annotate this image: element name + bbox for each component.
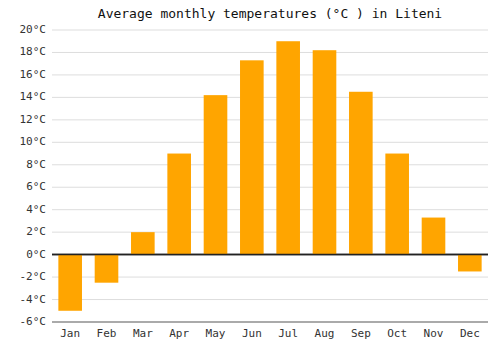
x-tick-label: Apr (169, 327, 189, 340)
x-tick-label: Jun (242, 327, 262, 340)
y-axis: -6°C -4°C -2°C 0°C 2°C 4°C 6°C 8°C 10°C 12°C 14°C 1… (20, 23, 47, 328)
grid-line (52, 142, 488, 143)
bar (95, 255, 119, 283)
grid-line (52, 322, 488, 323)
bar (131, 232, 155, 254)
x-axis-line (52, 322, 488, 323)
y-tick-label: 18°C (20, 45, 47, 58)
chart-svg: -6°C -4°C -2°C 0°C 2°C 4°C 6°C 8°C 10°C 12°C 14°C 1… (0, 0, 500, 350)
grid-line (52, 52, 488, 53)
x-tick-label: Aug (315, 327, 335, 340)
y-tick-label: 6°C (26, 180, 46, 193)
x-tick-label: Mar (133, 327, 153, 340)
bar (313, 50, 337, 254)
x-tick-label: Jul (278, 327, 298, 340)
grid-line (52, 30, 488, 31)
grid-line (52, 119, 488, 120)
y-tick-label: -2°C (20, 270, 47, 283)
bar (204, 95, 228, 254)
y-tick-label: -4°C (20, 293, 47, 306)
x-tick-label: Oct (387, 327, 407, 340)
grid-line (52, 209, 488, 210)
grid-line (52, 164, 488, 165)
bars (58, 41, 481, 311)
grid-line (52, 299, 488, 300)
bar (349, 92, 373, 255)
grid (52, 30, 488, 322)
x-tick-label: May (206, 327, 226, 340)
zero-line (52, 254, 488, 256)
chart-container: -6°C -4°C -2°C 0°C 2°C 4°C 6°C 8°C 10°C 12°C 14°C 1… (0, 0, 500, 350)
x-tick-label: Jan (60, 327, 80, 340)
y-tick-label: 14°C (20, 90, 47, 103)
y-tick-label: -6°C (20, 315, 47, 328)
y-tick-label: 4°C (26, 203, 46, 216)
bar (240, 60, 264, 254)
x-tick-label: Dec (460, 327, 480, 340)
bar (385, 154, 409, 255)
bar (458, 255, 482, 272)
y-tick-label: 8°C (26, 158, 46, 171)
bar (58, 255, 82, 311)
x-tick-label: Feb (97, 327, 117, 340)
grid-line (52, 187, 488, 188)
x-tick-label: Sep (351, 327, 371, 340)
y-tick-label: 12°C (20, 113, 47, 126)
bar (276, 41, 300, 254)
y-tick-label: 20°C (20, 23, 47, 36)
bar (167, 154, 191, 255)
grid-line (52, 254, 488, 256)
title: Average monthly temperatures (°C ) in Li… (98, 6, 442, 21)
y-tick-label: 2°C (26, 225, 46, 238)
x-axis: Jan Feb Mar Apr May Jun Jul Aug Sep Oct Nov Dec (60, 327, 480, 340)
grid-line (52, 97, 488, 98)
y-tick-label: 16°C (20, 68, 47, 81)
grid-line (52, 74, 488, 75)
y-tick-label: 10°C (20, 135, 47, 148)
y-tick-label: 0°C (26, 248, 46, 261)
bar (422, 218, 446, 255)
x-tick-label: Nov (424, 327, 444, 340)
